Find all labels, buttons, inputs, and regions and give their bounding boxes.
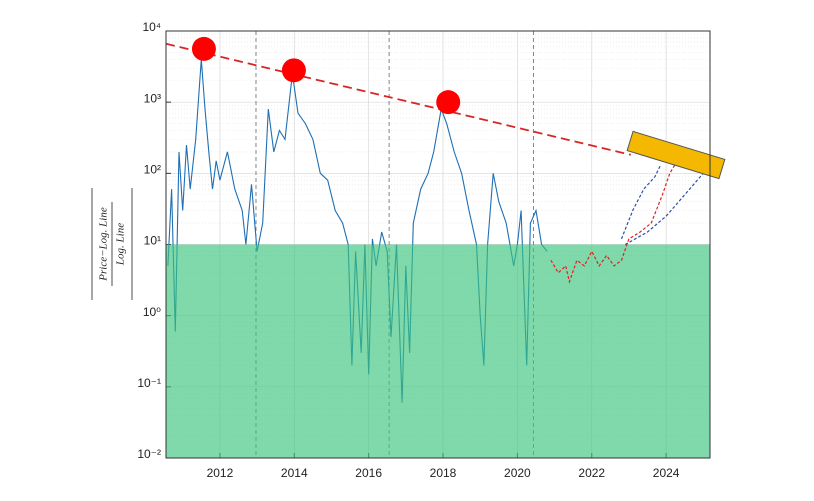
x-tick-label: 2020 — [504, 466, 531, 480]
y-label-numerator: Price−Log. Line — [98, 207, 110, 282]
shaded-region — [166, 244, 710, 458]
y-label-denominator: Log. Line — [115, 223, 127, 266]
x-tick-label: 2014 — [281, 466, 308, 480]
y-tick-label: 10¹ — [144, 234, 161, 248]
peak-marker — [436, 90, 461, 115]
y-tick-label: 10⁴ — [142, 20, 161, 34]
x-tick-label: 2022 — [578, 466, 605, 480]
trend-line — [165, 42, 632, 156]
y-tick-label: 10² — [144, 163, 161, 177]
peak-marker — [281, 58, 306, 83]
projection-line — [624, 167, 710, 246]
target-box — [626, 130, 726, 180]
y-tick-label: 10³ — [144, 91, 161, 105]
projection-line — [620, 164, 662, 240]
y-label: Price−Log. Line Log. Line — [91, 188, 133, 300]
y-tick-label: 10⁰ — [143, 305, 161, 319]
projection-line — [550, 160, 678, 284]
x-tick-label: 2018 — [430, 466, 457, 480]
x-tick-label: 2012 — [207, 466, 234, 480]
x-tick-label: 2016 — [355, 466, 382, 480]
x-tick-label: 2024 — [653, 466, 680, 480]
peak-marker — [191, 36, 216, 61]
y-tick-label: 10⁻¹ — [137, 376, 161, 390]
plot-frame — [165, 30, 711, 459]
y-tick-label: 10⁻² — [137, 447, 161, 461]
